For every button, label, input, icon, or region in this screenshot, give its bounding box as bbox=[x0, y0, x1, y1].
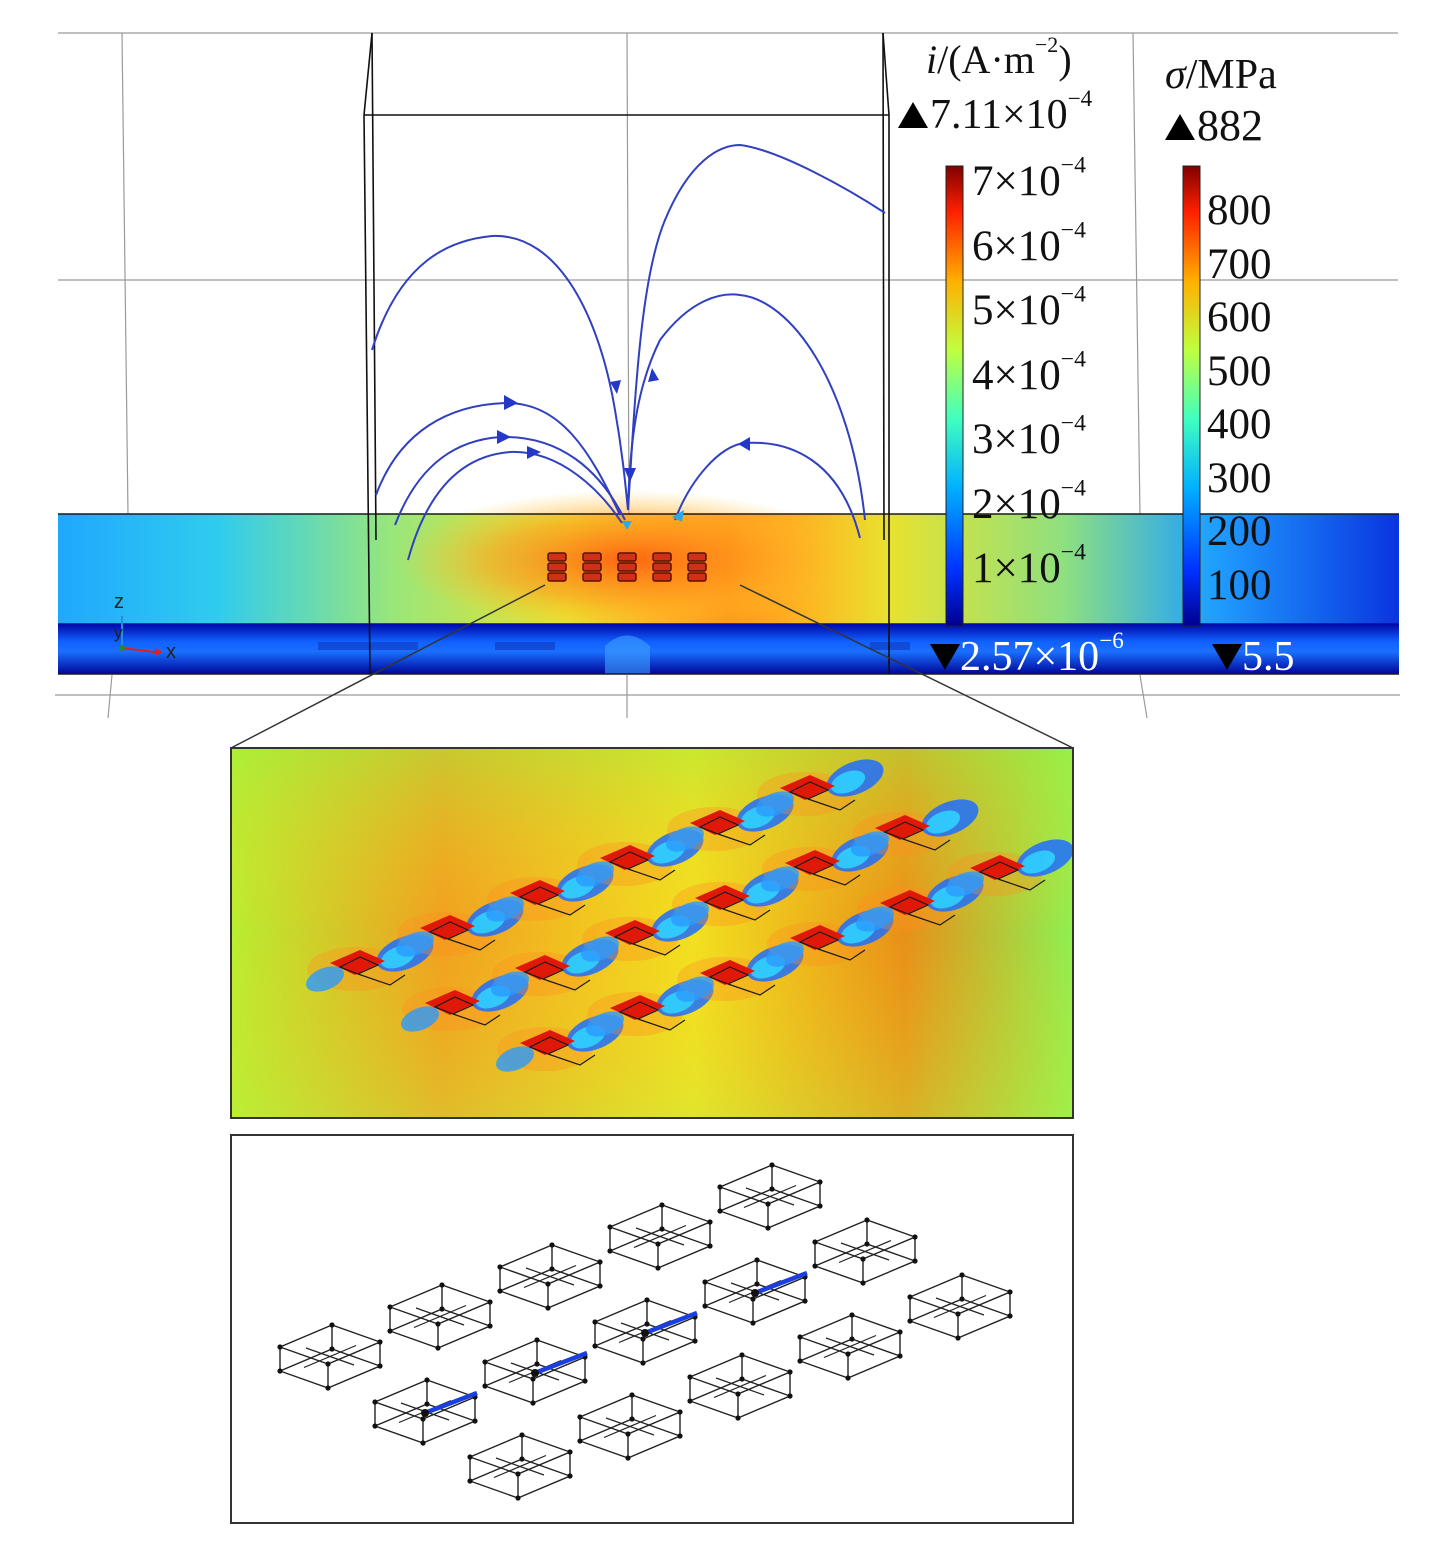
anode-rod bbox=[644, 1310, 698, 1336]
anode-rod bbox=[424, 1390, 478, 1416]
mesh-cell bbox=[277, 1322, 383, 1391]
mesh-cell bbox=[467, 1432, 573, 1501]
mesh-cell bbox=[482, 1337, 588, 1406]
stress-colorbar bbox=[1182, 165, 1201, 627]
mesh-cell bbox=[577, 1392, 683, 1461]
mesh-cell bbox=[687, 1352, 793, 1421]
current-density-tick: 5×10−4 bbox=[972, 281, 1086, 334]
current-density-tick: 7×10−4 bbox=[972, 152, 1086, 205]
current-density-max: 7.11×10−4 bbox=[898, 87, 1092, 136]
anode-rod bbox=[534, 1350, 588, 1376]
mesh-cell bbox=[497, 1242, 603, 1311]
substrate-layer bbox=[58, 624, 1399, 675]
axis-x-label: x bbox=[166, 641, 176, 663]
mesh-cell bbox=[702, 1257, 808, 1326]
current-density-tick: 2×10−4 bbox=[972, 475, 1086, 528]
min-marker-icon bbox=[930, 644, 960, 670]
stress-tick: 200 bbox=[1207, 508, 1272, 555]
mesh-cell bbox=[387, 1282, 493, 1351]
electrode-cell-contour bbox=[756, 759, 884, 817]
stress-min: 5.5 bbox=[1212, 636, 1295, 678]
electrode-cell-contour bbox=[946, 839, 1074, 897]
zoom-connector-lines bbox=[230, 584, 1074, 749]
electrode-cell-contour bbox=[851, 799, 979, 857]
axes-triad bbox=[119, 616, 163, 656]
background-grid bbox=[55, 32, 1400, 719]
mesh-cell bbox=[797, 1312, 903, 1381]
current-density-tick: 3×10−4 bbox=[972, 410, 1086, 463]
electrode-cell-contour bbox=[766, 909, 894, 967]
streamline-arrows bbox=[497, 368, 750, 530]
mesh-wireframe-panel bbox=[230, 1134, 1074, 1524]
mesh-cell bbox=[907, 1272, 1013, 1341]
axis-z-label: z bbox=[114, 591, 124, 613]
max-marker-icon bbox=[898, 102, 928, 128]
current-density-title: i/(A·m−2) bbox=[926, 32, 1072, 82]
stress-tick: 400 bbox=[1207, 401, 1272, 448]
min-marker-icon bbox=[1212, 644, 1242, 670]
electrolyte-domain-outline bbox=[363, 32, 890, 675]
current-density-colorbar bbox=[945, 165, 964, 627]
current-density-min: 2.57×10−6 bbox=[930, 629, 1124, 678]
axis-y-label: y bbox=[114, 623, 123, 642]
stress-tick: 300 bbox=[1207, 454, 1272, 502]
current-density-tick: 4×10−4 bbox=[972, 346, 1086, 399]
mesh-cell bbox=[592, 1297, 698, 1366]
electrode-cell-contour bbox=[676, 944, 804, 1002]
current-density-tick: 6×10−4 bbox=[972, 217, 1086, 270]
mesh-cell bbox=[607, 1202, 713, 1271]
mesh-cell bbox=[717, 1162, 823, 1231]
anode-rod bbox=[754, 1270, 808, 1296]
mesh-cell bbox=[812, 1217, 918, 1286]
stress-title: σ/MPa bbox=[1165, 52, 1277, 98]
coating-layer bbox=[58, 490, 1399, 630]
stress-tick: 100 bbox=[1207, 561, 1272, 609]
stress-tick: 600 bbox=[1207, 294, 1272, 341]
mesh-cell bbox=[372, 1377, 478, 1446]
max-marker-icon bbox=[1165, 114, 1195, 140]
electrode-array-thumbnail bbox=[547, 552, 707, 582]
stress-tick: 700 bbox=[1207, 240, 1272, 288]
zoomed-stress-panel bbox=[230, 747, 1074, 1119]
electrode-cell-contour bbox=[761, 834, 889, 892]
stress-tick: 500 bbox=[1207, 347, 1272, 395]
stress-max: 882 bbox=[1165, 104, 1263, 148]
current-density-tick: 1×10−4 bbox=[972, 539, 1086, 592]
stress-tick: 800 bbox=[1207, 187, 1272, 234]
